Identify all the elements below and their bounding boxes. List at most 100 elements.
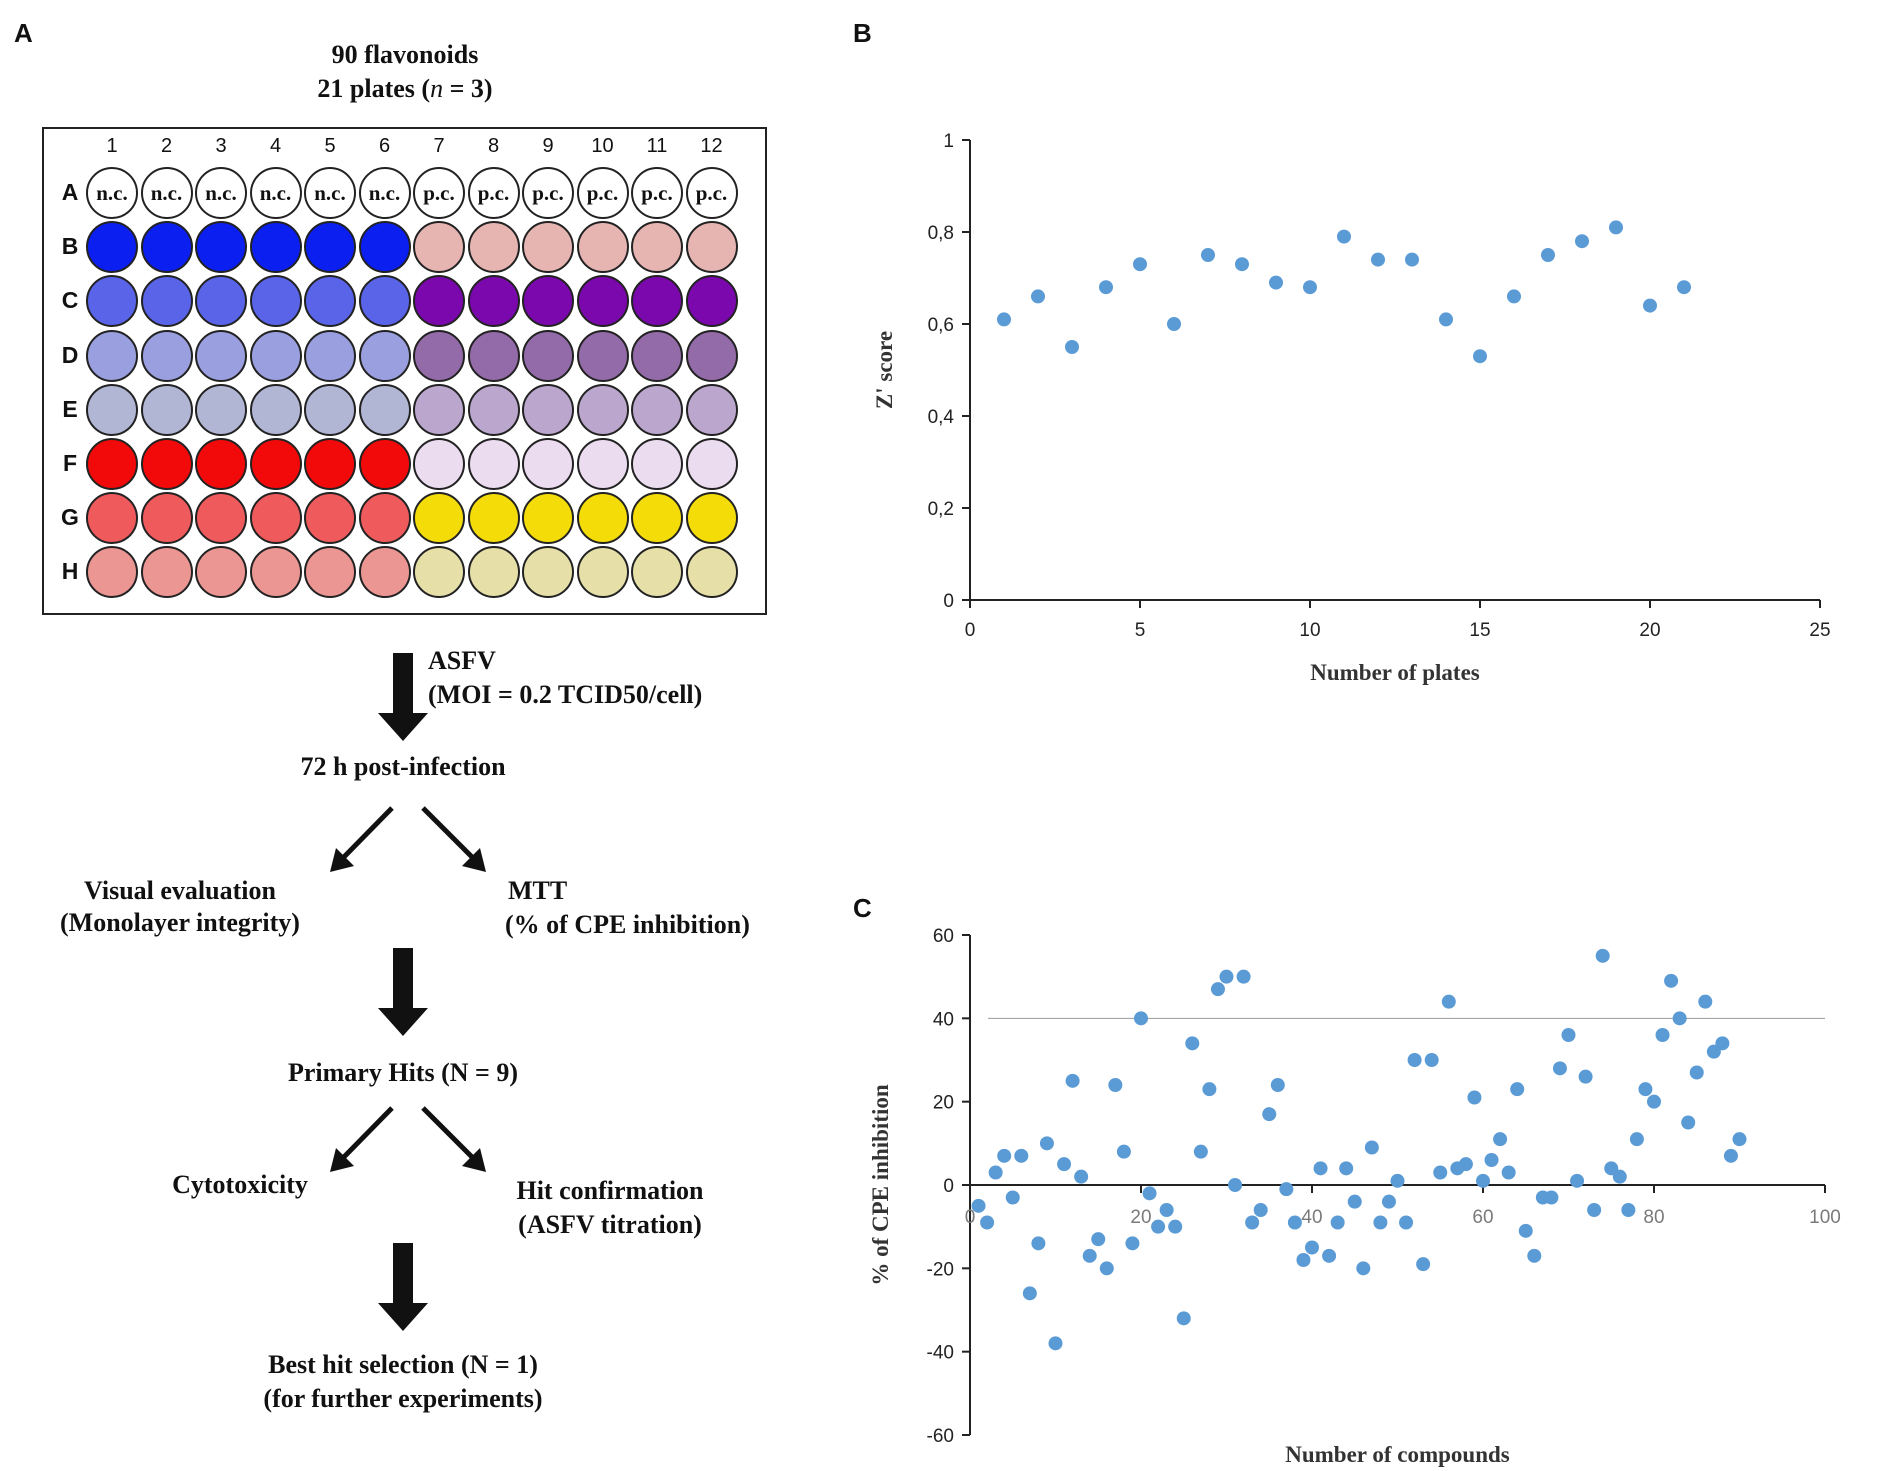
- plate-well: [413, 329, 465, 382]
- plate-column-label: 8: [487, 135, 500, 157]
- hit-confirmation-label-1: Hit confirmation: [516, 1176, 704, 1205]
- plate-column-label: 2: [160, 135, 173, 157]
- plate-well: [304, 329, 356, 382]
- scatter-point: [1005, 1190, 1020, 1205]
- big-arrow-down-2: [378, 948, 428, 1036]
- scatter-point: [1014, 1148, 1029, 1163]
- plate-well: n.c.: [304, 167, 356, 219]
- scatter-point: [1672, 1011, 1687, 1026]
- scatter-point: [1347, 1194, 1362, 1209]
- plate-well: [467, 221, 520, 274]
- scatter-point: [1621, 1203, 1636, 1217]
- scatter-point: [1647, 1094, 1661, 1109]
- plate-well: n.c.: [358, 167, 411, 219]
- scatter-point: [1134, 1011, 1148, 1026]
- y-tick-label: 0,6: [928, 315, 954, 336]
- plate-column-label: 9: [542, 135, 554, 157]
- scatter-point: [1541, 248, 1555, 262]
- plate-well: [86, 492, 138, 545]
- plate-well: [195, 438, 247, 490]
- scatter-point: [1210, 982, 1225, 997]
- plate-well: [249, 383, 302, 436]
- plate-well: [249, 492, 302, 545]
- plate-well: [195, 275, 247, 328]
- plate-well: [631, 221, 683, 274]
- x-tick-label: 100: [1809, 1207, 1841, 1228]
- x-tick-label: 5: [1135, 620, 1146, 641]
- big-arrow-down-3: [378, 1243, 428, 1331]
- scatter-point: [1441, 994, 1456, 1009]
- x-tick-label: 40: [1301, 1207, 1322, 1228]
- scatter-point: [997, 1148, 1012, 1163]
- asfv-label-1: ASFV: [428, 646, 496, 675]
- scatter-point: [1655, 1028, 1670, 1042]
- y-tick-label: 40: [933, 1009, 954, 1030]
- x-tick-label: 10: [1299, 620, 1320, 641]
- plate-well: p.c.: [413, 167, 465, 219]
- plate-well: [522, 329, 574, 382]
- x-tick-label: 20: [1639, 620, 1660, 641]
- plate-well: [195, 221, 247, 274]
- plate-well: [576, 546, 629, 599]
- plate-well: [685, 492, 738, 545]
- scatter-point: [1142, 1186, 1157, 1201]
- scatter-point: [1185, 1036, 1200, 1051]
- y-tick-label: -40: [927, 1343, 954, 1364]
- y-tick-label: 0,2: [928, 499, 954, 520]
- scatter-point: [1031, 289, 1045, 304]
- x-tick-label: 60: [1472, 1207, 1493, 1228]
- plate-well: [413, 492, 465, 545]
- plate-well: [249, 546, 302, 599]
- scatter-point: [988, 1165, 1003, 1180]
- plate-well: [140, 546, 193, 599]
- plate-well: [467, 438, 520, 490]
- panel-letter-c: C: [853, 893, 872, 923]
- plate-well: [413, 438, 465, 490]
- scatter-point: [1424, 1053, 1439, 1067]
- plate-well: [522, 275, 574, 328]
- scatter-point: [1219, 969, 1234, 984]
- y-tick-label: 0,4: [928, 407, 955, 428]
- y-tick-label: 0: [943, 1176, 954, 1197]
- plate-well: [358, 383, 411, 436]
- scatter-point: [1116, 1144, 1131, 1159]
- panel-letter-b: B: [853, 18, 872, 48]
- scatter-point: [1473, 349, 1487, 364]
- scatter-point: [1527, 1248, 1542, 1263]
- scatter-point: [1575, 234, 1589, 249]
- plate-well: [685, 438, 738, 490]
- plate-well: [631, 546, 683, 599]
- plate-well: p.c.: [522, 167, 574, 219]
- diag-arrowhead-left-1: [330, 848, 354, 872]
- scatter-point: [1664, 973, 1679, 988]
- diag-arrow-left-1: [339, 806, 394, 862]
- plate-well: [413, 546, 465, 599]
- scatter-point: [1364, 1140, 1379, 1155]
- scatter-point: [1561, 1028, 1576, 1042]
- scatter-point: [1269, 275, 1283, 290]
- best-hit-label-1: Best hit selection (N = 1): [268, 1350, 538, 1379]
- scatter-point: [1677, 280, 1691, 295]
- scatter-point: [1235, 257, 1249, 272]
- big-arrow-down-1: [378, 653, 428, 741]
- plate-column-label: 11: [646, 135, 668, 157]
- plate-well: [467, 329, 520, 382]
- plate-well: [576, 329, 629, 382]
- y-axis-title: % of CPE inhibition: [868, 1084, 893, 1286]
- header-line2-pre: 21 plates (: [317, 74, 431, 103]
- plate-row-label: F: [62, 450, 78, 476]
- plate-well: [249, 438, 302, 490]
- plate-well: [631, 438, 683, 490]
- scatter-point: [1609, 220, 1623, 235]
- plate-well: [195, 329, 247, 382]
- plate-well: p.c.: [576, 167, 629, 219]
- plate-well: [576, 275, 629, 328]
- plate-well: [467, 546, 520, 599]
- y-tick-label: 1: [943, 131, 954, 152]
- plate-well: [304, 383, 356, 436]
- scatter-point: [1065, 1073, 1080, 1088]
- scatter-point: [1458, 1157, 1473, 1172]
- primary-hits-label: Primary Hits (N = 9): [288, 1058, 518, 1087]
- scatter-point: [1578, 1069, 1593, 1084]
